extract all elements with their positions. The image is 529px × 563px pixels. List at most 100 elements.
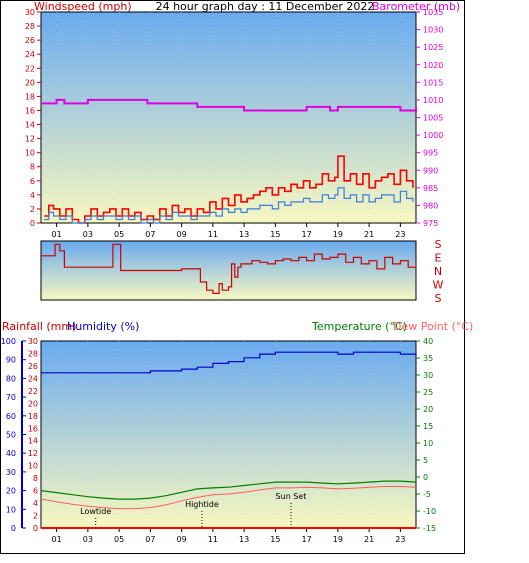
baro-tick-label: 1020 (423, 61, 443, 70)
x-tick-label: 03 (83, 230, 93, 239)
rain-tick-label: 4 (33, 499, 38, 508)
rain-tick-label: 28 (28, 349, 38, 358)
direction-tick-label: S (435, 238, 442, 251)
x-tick-label: 17 (302, 535, 312, 544)
temp-tick-label: -10 (423, 507, 436, 516)
wind-baro-plot-area (40, 11, 417, 224)
dewpoint-line (40, 486, 417, 510)
temp-tick-label: -15 (423, 524, 436, 533)
humidity-tick-label: 40 (6, 449, 16, 458)
rain-tick-label: 2 (33, 512, 38, 521)
wind-tick-label: 30 (25, 8, 35, 17)
direction-series (41, 243, 417, 294)
baro-tick-label: 980 (423, 201, 438, 210)
annotation-label: Sun Set (276, 492, 307, 501)
temp-tick-label: 40 (423, 337, 433, 346)
x-tick-label: 05 (114, 535, 124, 544)
graph-title: 24 hour graph day : 11 December 2022 (156, 0, 375, 13)
wind-tick-label: 18 (25, 92, 35, 101)
humidity-tick-label: 90 (6, 356, 16, 365)
temperature-axis-label: Temperature (°C) (311, 320, 407, 333)
x-tick-label: 09 (177, 230, 187, 239)
humidity-tick-label: 100 (1, 337, 16, 346)
wind-average-line (44, 187, 414, 224)
x-tick-label: 01 (52, 230, 62, 239)
rain-tick-label: 20 (28, 399, 38, 408)
baro-tick-label: 1030 (423, 26, 443, 35)
wind-x-axis-ticks: 01 03 05 07 09 11 13 15 17 19 21 23 (52, 223, 405, 239)
temp-tick-label: 30 (423, 371, 433, 380)
x-tick-label: 11 (208, 230, 218, 239)
wind-tick-label: 22 (25, 64, 35, 73)
temp-tick-label: 15 (423, 422, 433, 431)
humidity-tick-label: 70 (6, 393, 16, 402)
rain-tick-label: 6 (33, 487, 38, 496)
wind-tick-label: 26 (25, 36, 35, 45)
rain-tick-label: 26 (28, 362, 38, 371)
baro-axis-label: Barometer (mb) (372, 0, 460, 13)
baro-tick-label: 1000 (423, 131, 443, 140)
x-tick-label: 09 (177, 535, 187, 544)
x-tick-label: 23 (395, 535, 405, 544)
x-tick-label: 13 (239, 230, 249, 239)
baro-tick-label: 975 (423, 219, 438, 228)
x-tick-label: 07 (145, 230, 155, 239)
wind-tick-label: 10 (25, 149, 35, 158)
rain-tick-label: 12 (28, 449, 38, 458)
humidity-tick-label: 20 (6, 487, 16, 496)
humidity-tick-label: 50 (6, 431, 16, 440)
wind-tick-label: 4 (30, 191, 35, 200)
rain-tick-label: 24 (28, 374, 38, 383)
rain-tick-label: 18 (28, 412, 38, 421)
dewpoint-axis-label: Dew Point (°C) (393, 320, 473, 333)
baro-tick-label: 1025 (423, 43, 443, 52)
humidity-axis-label: Humidity (%) (67, 320, 139, 333)
wind-axis-label: Windspeed (mph) (34, 0, 132, 13)
direction-tick-label: S (435, 292, 442, 305)
temp-tick-label: 0 (423, 473, 428, 482)
annotation-label: Hightide (185, 500, 219, 509)
x-tick-label: 03 (83, 535, 93, 544)
temp-tick-label: 35 (423, 354, 433, 363)
rain-tick-label: 16 (28, 424, 38, 433)
direction-tick-label: E (435, 252, 442, 265)
baro-tick-label: 1035 (423, 8, 443, 17)
rain-tick-label: 0 (33, 524, 38, 533)
tide-sun-annotations: Lowtide Hightide Sun Set (80, 492, 306, 528)
baro-axis-ticks: 975 980 985 990 995 1000 1005 1010 1015 1020 1025 1… (416, 8, 443, 228)
temp-tick-label: 20 (423, 405, 433, 414)
temp-humidity-series (40, 351, 417, 529)
wind-tick-label: 8 (30, 163, 35, 172)
x-tick-label: 11 (208, 535, 218, 544)
humidity-tick-label: 0 (11, 524, 16, 533)
wind-tick-label: 20 (25, 78, 35, 87)
temperature-line (40, 480, 417, 500)
rain-tick-label: 8 (33, 474, 38, 483)
x-tick-label: 15 (270, 230, 280, 239)
x-tick-label: 23 (395, 230, 405, 239)
rain-axis-label: Rainfall (mm) (2, 320, 76, 333)
humidity-tick-label: 60 (6, 412, 16, 421)
baro-tick-label: 1010 (423, 96, 443, 105)
humidity-line (41, 351, 417, 374)
temp-tick-label: 25 (423, 388, 433, 397)
x-tick-label: 15 (270, 535, 280, 544)
baro-tick-label: 1005 (423, 114, 443, 123)
baro-tick-label: 1015 (423, 78, 443, 87)
wind-tick-label: 14 (25, 121, 35, 130)
direction-tick-label: W (433, 279, 444, 292)
temp-humidity-plot-area (40, 340, 417, 529)
wind-tick-label: 16 (25, 106, 35, 115)
humidity-tick-label: 30 (6, 468, 16, 477)
x-tick-label: 21 (364, 535, 374, 544)
annotation-label: Lowtide (80, 507, 111, 516)
baro-tick-label: 985 (423, 184, 438, 193)
x-tick-label: 13 (239, 535, 249, 544)
temp-tick-label: 5 (423, 456, 428, 465)
rain-tick-label: 14 (28, 437, 38, 446)
rain-tick-label: 10 (28, 462, 38, 471)
